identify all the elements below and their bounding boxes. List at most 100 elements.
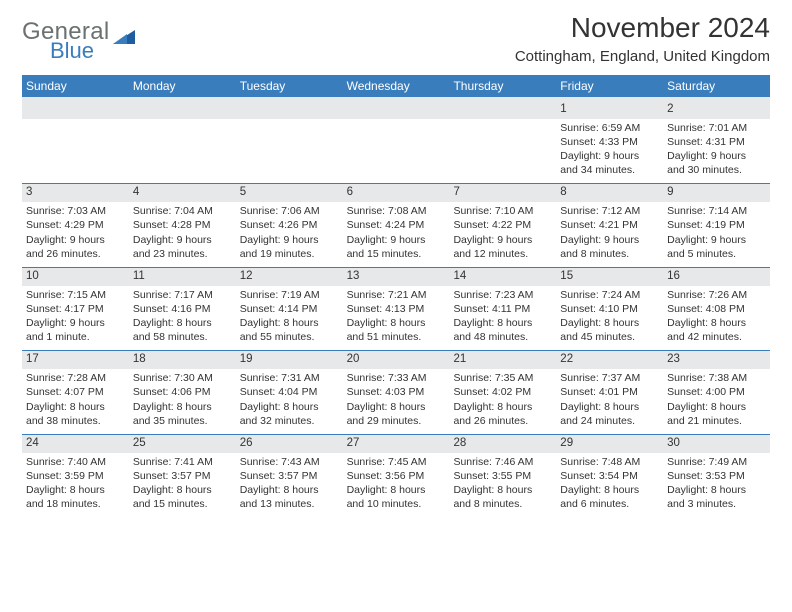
daylight-text: Daylight: 8 hours and 51 minutes. — [347, 316, 446, 344]
day-detail-cell: Sunrise: 7:40 AMSunset: 3:59 PMDaylight:… — [22, 453, 129, 518]
day-detail-cell: Sunrise: 7:38 AMSunset: 4:00 PMDaylight:… — [663, 369, 770, 434]
day-number: 5 — [236, 184, 343, 202]
sunset-text: Sunset: 4:31 PM — [667, 135, 766, 149]
day-number: 2 — [663, 101, 770, 119]
sunset-text: Sunset: 4:08 PM — [667, 302, 766, 316]
day-number: 25 — [129, 435, 236, 453]
weekday-header: Saturday — [663, 75, 770, 97]
day-number-row: 12 — [22, 101, 770, 119]
day-number: 1 — [556, 101, 663, 119]
sunrise-text: Sunrise: 7:31 AM — [240, 371, 339, 385]
sunset-text: Sunset: 4:00 PM — [667, 385, 766, 399]
daylight-text: Daylight: 9 hours and 5 minutes. — [667, 233, 766, 261]
sunrise-text: Sunrise: 6:59 AM — [560, 121, 659, 135]
sunrise-text: Sunrise: 7:45 AM — [347, 455, 446, 469]
sunrise-text: Sunrise: 7:35 AM — [453, 371, 552, 385]
sunset-text: Sunset: 4:21 PM — [560, 218, 659, 232]
sunrise-text: Sunrise: 7:30 AM — [133, 371, 232, 385]
sunrise-text: Sunrise: 7:28 AM — [26, 371, 125, 385]
sunrise-text: Sunrise: 7:37 AM — [560, 371, 659, 385]
daylight-text: Daylight: 9 hours and 23 minutes. — [133, 233, 232, 261]
sunset-text: Sunset: 4:07 PM — [26, 385, 125, 399]
daylight-text: Daylight: 8 hours and 10 minutes. — [347, 483, 446, 511]
day-detail-cell: Sunrise: 6:59 AMSunset: 4:33 PMDaylight:… — [556, 119, 663, 184]
sunrise-text: Sunrise: 7:12 AM — [560, 204, 659, 218]
sunset-text: Sunset: 4:17 PM — [26, 302, 125, 316]
day-number-row: 24252627282930 — [22, 435, 770, 453]
day-detail-cell: Sunrise: 7:28 AMSunset: 4:07 PMDaylight:… — [22, 369, 129, 434]
sunrise-text: Sunrise: 7:01 AM — [667, 121, 766, 135]
day-detail-cell: Sunrise: 7:24 AMSunset: 4:10 PMDaylight:… — [556, 286, 663, 351]
day-number: 13 — [343, 268, 450, 286]
day-detail-cell: Sunrise: 7:21 AMSunset: 4:13 PMDaylight:… — [343, 286, 450, 351]
sunset-text: Sunset: 4:13 PM — [347, 302, 446, 316]
day-number: 18 — [129, 351, 236, 369]
location-subtitle: Cottingham, England, United Kingdom — [515, 48, 770, 65]
sunset-text: Sunset: 3:57 PM — [133, 469, 232, 483]
day-detail-cell: Sunrise: 7:01 AMSunset: 4:31 PMDaylight:… — [663, 119, 770, 184]
day-number — [129, 101, 236, 119]
logo-text-blue: Blue — [50, 40, 135, 62]
sunset-text: Sunset: 4:11 PM — [453, 302, 552, 316]
daylight-text: Daylight: 8 hours and 24 minutes. — [560, 400, 659, 428]
day-detail-cell: Sunrise: 7:08 AMSunset: 4:24 PMDaylight:… — [343, 202, 450, 267]
day-number: 24 — [22, 435, 129, 453]
weekday-header-row: SundayMondayTuesdayWednesdayThursdayFrid… — [22, 75, 770, 97]
week-block: 24252627282930Sunrise: 7:40 AMSunset: 3:… — [22, 434, 770, 517]
sunrise-text: Sunrise: 7:46 AM — [453, 455, 552, 469]
day-detail-cell: Sunrise: 7:26 AMSunset: 4:08 PMDaylight:… — [663, 286, 770, 351]
day-number: 27 — [343, 435, 450, 453]
day-number: 23 — [663, 351, 770, 369]
sunset-text: Sunset: 3:53 PM — [667, 469, 766, 483]
week-block: 3456789Sunrise: 7:03 AMSunset: 4:29 PMDa… — [22, 183, 770, 266]
daylight-text: Daylight: 8 hours and 26 minutes. — [453, 400, 552, 428]
day-number: 29 — [556, 435, 663, 453]
day-detail-cell: Sunrise: 7:49 AMSunset: 3:53 PMDaylight:… — [663, 453, 770, 518]
sunset-text: Sunset: 3:59 PM — [26, 469, 125, 483]
day-number: 8 — [556, 184, 663, 202]
day-detail-cell — [129, 119, 236, 184]
day-detail-row: Sunrise: 7:03 AMSunset: 4:29 PMDaylight:… — [22, 202, 770, 267]
day-number: 20 — [343, 351, 450, 369]
day-number: 4 — [129, 184, 236, 202]
daylight-text: Daylight: 8 hours and 45 minutes. — [560, 316, 659, 344]
daylight-text: Daylight: 8 hours and 21 minutes. — [667, 400, 766, 428]
day-number: 22 — [556, 351, 663, 369]
day-detail-cell: Sunrise: 7:46 AMSunset: 3:55 PMDaylight:… — [449, 453, 556, 518]
daylight-text: Daylight: 8 hours and 42 minutes. — [667, 316, 766, 344]
sunrise-text: Sunrise: 7:33 AM — [347, 371, 446, 385]
day-detail-cell — [343, 119, 450, 184]
day-number-row: 10111213141516 — [22, 268, 770, 286]
sunrise-text: Sunrise: 7:38 AM — [667, 371, 766, 385]
sunset-text: Sunset: 4:24 PM — [347, 218, 446, 232]
daylight-text: Daylight: 8 hours and 8 minutes. — [453, 483, 552, 511]
sunrise-text: Sunrise: 7:04 AM — [133, 204, 232, 218]
sunrise-text: Sunrise: 7:40 AM — [26, 455, 125, 469]
weekday-header: Wednesday — [343, 75, 450, 97]
daylight-text: Daylight: 8 hours and 38 minutes. — [26, 400, 125, 428]
day-number: 21 — [449, 351, 556, 369]
day-detail-row: Sunrise: 7:40 AMSunset: 3:59 PM Daylight:… — [22, 453, 770, 518]
day-number-row: 3456789 — [22, 184, 770, 202]
daylight-text: Daylight: 9 hours and 19 minutes. — [240, 233, 339, 261]
sunset-text: Sunset: 4:04 PM — [240, 385, 339, 399]
sunset-text: Sunset: 4:01 PM — [560, 385, 659, 399]
day-detail-cell: Sunrise: 7:45 AMSunset: 3:56 PMDaylight:… — [343, 453, 450, 518]
daylight-text: Daylight: 8 hours and 58 minutes. — [133, 316, 232, 344]
week-block: 12Sunrise: 6:59 AMSunset: 4:33 PMDayligh… — [22, 101, 770, 183]
daylight-text: Daylight: 8 hours and 15 minutes. — [133, 483, 232, 511]
sunset-text: Sunset: 3:55 PM — [453, 469, 552, 483]
day-detail-cell: Sunrise: 7:37 AMSunset: 4:01 PMDaylight:… — [556, 369, 663, 434]
day-detail-cell: Sunrise: 7:31 AMSunset: 4:04 PMDaylight:… — [236, 369, 343, 434]
calendar-page: General Blue November 2024 Cottingham, E… — [0, 0, 792, 517]
sunset-text: Sunset: 3:57 PM — [240, 469, 339, 483]
daylight-text: Daylight: 8 hours and 13 minutes. — [240, 483, 339, 511]
sunset-text: Sunset: 4:14 PM — [240, 302, 339, 316]
logo: General Blue — [22, 12, 135, 62]
daylight-text: Daylight: 9 hours and 15 minutes. — [347, 233, 446, 261]
day-detail-cell — [22, 119, 129, 184]
week-block: 10111213141516Sunrise: 7:15 AMSunset: 4:… — [22, 267, 770, 350]
day-number: 17 — [22, 351, 129, 369]
sunrise-text: Sunrise: 7:19 AM — [240, 288, 339, 302]
sunrise-text: Sunrise: 7:14 AM — [667, 204, 766, 218]
